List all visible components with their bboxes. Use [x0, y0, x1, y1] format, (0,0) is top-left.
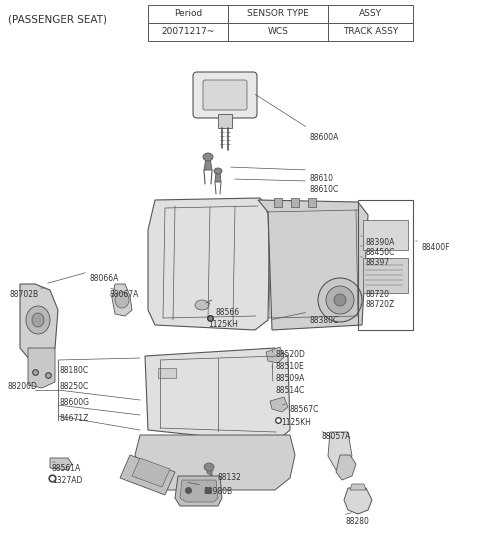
Bar [228, 23, 328, 41]
Text: 88180C: 88180C [60, 366, 89, 375]
Polygon shape [207, 468, 212, 476]
Ellipse shape [32, 313, 44, 327]
FancyBboxPatch shape [193, 72, 257, 118]
Text: 1125KH: 1125KH [208, 320, 238, 329]
Ellipse shape [115, 292, 129, 308]
Polygon shape [135, 435, 295, 490]
Text: 88561A: 88561A [52, 464, 81, 473]
Polygon shape [266, 347, 284, 363]
FancyBboxPatch shape [203, 80, 247, 110]
Polygon shape [274, 198, 282, 207]
Text: 88280: 88280 [345, 517, 369, 526]
Polygon shape [145, 348, 290, 442]
Text: 88400F: 88400F [422, 243, 451, 252]
Polygon shape [148, 198, 270, 330]
Text: 88067A: 88067A [110, 290, 139, 299]
Text: 88610C: 88610C [310, 185, 339, 194]
Bar [158, 368, 176, 378]
Polygon shape [120, 455, 175, 495]
Ellipse shape [26, 306, 50, 334]
Text: ASSY: ASSY [359, 10, 382, 18]
Text: WCS: WCS [267, 28, 288, 36]
Ellipse shape [195, 300, 209, 310]
Polygon shape [175, 476, 222, 506]
Polygon shape [28, 348, 55, 388]
Text: TRACK ASSY: TRACK ASSY [343, 28, 398, 36]
Polygon shape [50, 458, 72, 470]
Ellipse shape [318, 278, 362, 322]
Polygon shape [308, 198, 316, 207]
Text: 1327AD: 1327AD [52, 476, 83, 485]
Text: 88567C: 88567C [290, 405, 319, 414]
Bar [363, 258, 408, 293]
Polygon shape [112, 284, 132, 316]
Polygon shape [336, 455, 356, 480]
Bar [358, 200, 413, 330]
Text: 88509A: 88509A [275, 374, 304, 383]
Ellipse shape [334, 294, 346, 306]
Polygon shape [132, 458, 170, 487]
Text: 88450C: 88450C [366, 248, 396, 257]
Text: 88600G: 88600G [60, 398, 90, 407]
Ellipse shape [203, 153, 213, 161]
Bar [363, 220, 408, 250]
Ellipse shape [204, 463, 214, 471]
Text: 88720Z: 88720Z [366, 300, 395, 309]
Text: 88514C: 88514C [275, 386, 304, 395]
Text: 88057A: 88057A [322, 432, 351, 441]
Text: 88600A: 88600A [310, 133, 339, 142]
Text: 88610: 88610 [310, 174, 334, 183]
Polygon shape [20, 284, 58, 360]
Text: 88200D: 88200D [8, 382, 38, 391]
Bar [148, 23, 228, 41]
Text: Period: Period [174, 10, 202, 18]
Text: (PASSENGER SEAT): (PASSENGER SEAT) [8, 14, 107, 24]
Bar [328, 23, 413, 41]
Text: 88250C: 88250C [60, 382, 89, 391]
Polygon shape [291, 198, 299, 207]
Text: 88720: 88720 [366, 290, 390, 299]
Text: 88520D: 88520D [275, 350, 305, 359]
Text: 88702B: 88702B [10, 290, 39, 299]
Polygon shape [218, 114, 232, 128]
Text: 88397: 88397 [366, 258, 390, 267]
Text: SENSOR TYPE: SENSOR TYPE [247, 10, 309, 18]
Bar [148, 5, 228, 23]
Polygon shape [350, 484, 366, 490]
Bar [328, 5, 413, 23]
Text: 20071217~: 20071217~ [161, 28, 215, 36]
Text: 88510E: 88510E [275, 362, 304, 371]
Text: 88380C: 88380C [310, 316, 339, 325]
Polygon shape [215, 172, 221, 182]
Bar [228, 5, 328, 23]
Polygon shape [344, 488, 372, 514]
Text: 84671Z: 84671Z [60, 414, 89, 423]
Text: 88390A: 88390A [366, 238, 396, 247]
Polygon shape [180, 480, 218, 502]
Text: 1125KH: 1125KH [281, 418, 311, 427]
Polygon shape [270, 397, 288, 412]
Polygon shape [204, 158, 212, 170]
Text: 88066A: 88066A [90, 274, 120, 283]
Polygon shape [258, 200, 368, 330]
Ellipse shape [214, 168, 222, 174]
Text: 88980B: 88980B [204, 487, 233, 496]
Text: 88566: 88566 [215, 308, 239, 317]
Polygon shape [328, 432, 352, 470]
Ellipse shape [326, 286, 354, 314]
Text: 88132: 88132 [218, 473, 242, 482]
